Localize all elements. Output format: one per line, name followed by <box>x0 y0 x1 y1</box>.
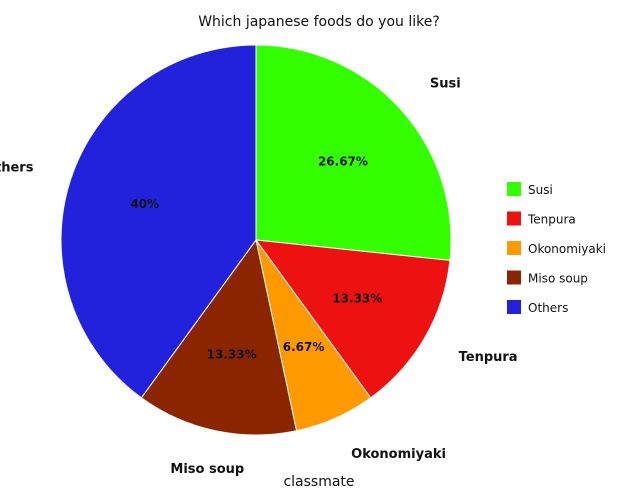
x-axis-label: classmate <box>283 474 354 490</box>
data-label-tenpura: 13.33% <box>332 292 382 306</box>
slice-susi <box>255 44 452 261</box>
legend-label-tenpura: Tenpura <box>527 213 576 227</box>
chart-title: Which japanese foods do you like? <box>198 14 440 30</box>
slice-miso-soup <box>140 238 298 436</box>
category-label-susi: Susi <box>430 76 461 91</box>
legend-label-susi: Susi <box>528 183 553 197</box>
category-label-miso-soup: Miso soup <box>170 462 244 477</box>
data-label-okonomiyaki: 6.67% <box>283 340 325 354</box>
pie-slices <box>60 44 452 436</box>
data-label-susi: 26.67% <box>318 155 368 169</box>
slice-tenpura <box>254 239 451 399</box>
legend-label-others: Others <box>528 301 568 315</box>
data-label-others: 40% <box>130 197 159 211</box>
slice-others <box>60 44 257 399</box>
legend-swatch-miso-soup <box>507 270 521 285</box>
legend-swatch-okonomiyaki <box>507 241 521 255</box>
legend-swatch-others <box>507 300 521 314</box>
percentage-labels: 26.67% 13.33% 6.67% 13.33% 40% <box>130 155 382 362</box>
category-labels: Susi Tenpura Okonomiyaki Miso soup Others <box>0 76 518 476</box>
legend-swatch-susi <box>507 182 521 196</box>
legend-label-miso-soup: Miso soup <box>528 272 588 286</box>
legend-swatch-tenpura <box>507 211 521 226</box>
legend-label-okonomiyaki: Okonomiyaki <box>528 242 606 256</box>
category-label-tenpura: Tenpura <box>459 350 518 365</box>
category-label-others: Others <box>0 161 34 176</box>
legend: Susi Tenpura Okonomiyaki Miso soup Others <box>507 182 606 315</box>
category-label-okonomiyaki: Okonomiyaki <box>351 447 446 462</box>
data-label-miso-soup: 13.33% <box>207 347 257 361</box>
